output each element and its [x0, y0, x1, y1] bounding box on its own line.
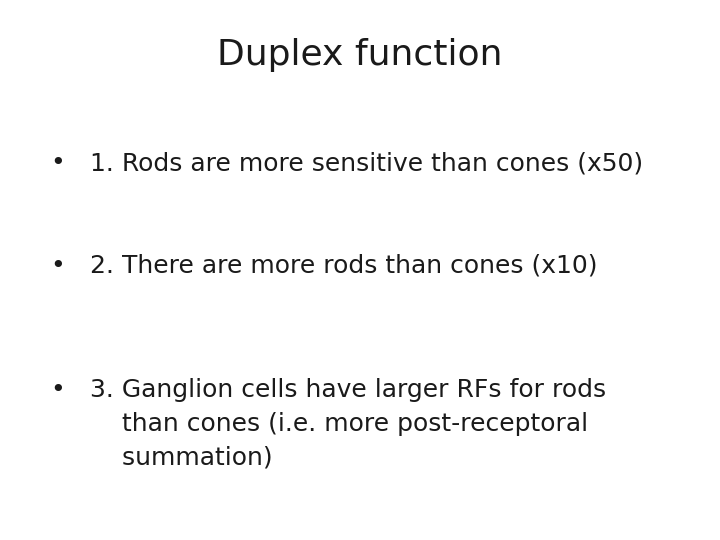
Text: Duplex function: Duplex function — [217, 38, 503, 72]
Text: •: • — [50, 378, 65, 402]
Text: 1. Rods are more sensitive than cones (x50): 1. Rods are more sensitive than cones (x… — [90, 151, 643, 175]
Text: 3. Ganglion cells have larger RFs for rods
    than cones (i.e. more post-recept: 3. Ganglion cells have larger RFs for ro… — [90, 378, 606, 469]
Text: •: • — [50, 254, 65, 278]
Text: 2. There are more rods than cones (x10): 2. There are more rods than cones (x10) — [90, 254, 598, 278]
Text: •: • — [50, 151, 65, 175]
